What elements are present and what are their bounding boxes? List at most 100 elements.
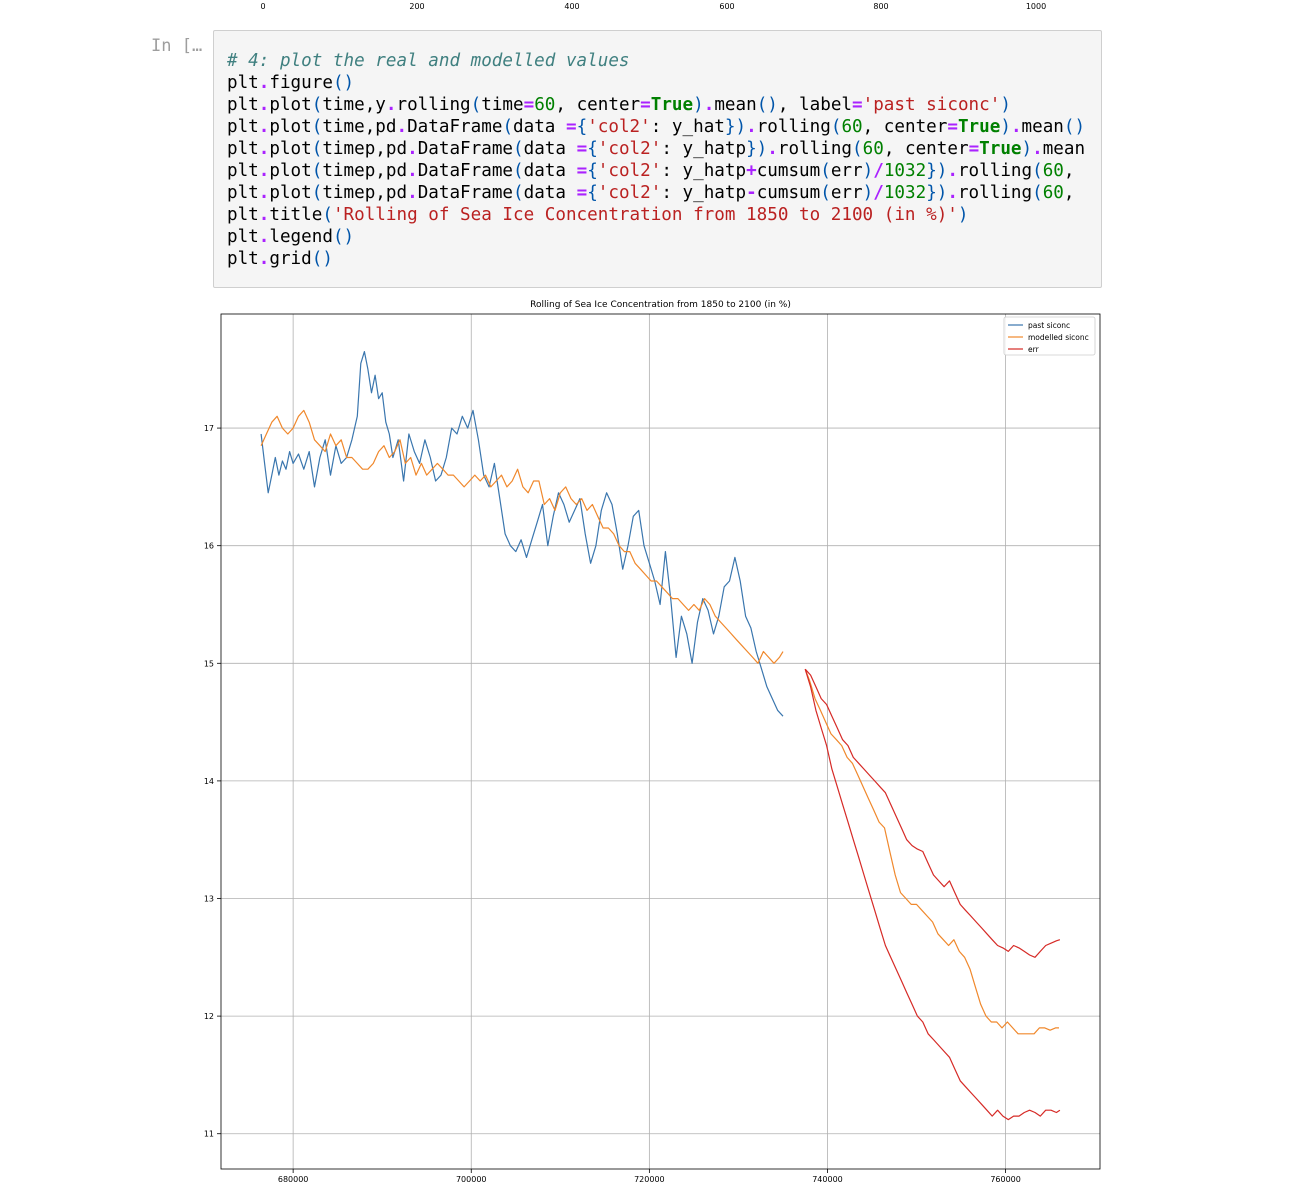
code-line: plt.title('Rolling of Sea Ice Concentrat… bbox=[227, 205, 968, 225]
code-cell-editor[interactable]: # 4: plot the real and modelled values p… bbox=[213, 30, 1102, 288]
code-token: ) bbox=[957, 205, 969, 225]
code-token: 'col2' bbox=[597, 183, 662, 203]
code-token: = bbox=[576, 161, 588, 181]
code-line: plt.plot(time,pd.DataFrame(data ={'col2'… bbox=[227, 117, 1085, 137]
code-token: plot bbox=[269, 117, 312, 137]
y-tick-label: 16 bbox=[204, 542, 214, 551]
code-token: plot bbox=[269, 95, 312, 115]
code-token: ( bbox=[502, 117, 514, 137]
code-token: ( bbox=[311, 183, 323, 203]
code-token: 'col2' bbox=[597, 161, 662, 181]
code-token: }) bbox=[724, 117, 747, 137]
code-token: . bbox=[746, 117, 757, 137]
code-token: 'Rolling of Sea Ice Concentration from 1… bbox=[332, 205, 958, 225]
code-token: . bbox=[947, 183, 958, 203]
code-token: DataFrame bbox=[417, 183, 514, 203]
code-token: 1032 bbox=[883, 183, 927, 203]
code-token: - bbox=[746, 183, 757, 203]
code-token: . bbox=[703, 95, 715, 115]
code-token: ( bbox=[311, 95, 323, 115]
code-token: = bbox=[566, 117, 577, 137]
code-token: ) bbox=[862, 183, 874, 203]
code-token: = bbox=[576, 139, 588, 159]
code-token: , label bbox=[777, 95, 853, 115]
code-token: plt bbox=[227, 183, 259, 203]
code-token: }) bbox=[926, 161, 948, 181]
code-token: plt bbox=[227, 73, 259, 93]
code-token: () bbox=[332, 73, 355, 93]
code-line: plt.plot(timep,pd.DataFrame(data ={'col2… bbox=[227, 161, 1085, 181]
code-token: mean bbox=[714, 95, 757, 115]
code-token: # 4: plot the real and modelled values bbox=[227, 51, 630, 71]
code-token: = bbox=[576, 183, 588, 203]
code-token: timep,pd bbox=[322, 183, 408, 203]
code-token: mean bbox=[1021, 117, 1064, 137]
code-token: 60 bbox=[841, 117, 863, 137]
code-token: () bbox=[311, 249, 333, 269]
code-token: . bbox=[258, 95, 270, 115]
code-token: True bbox=[979, 139, 1022, 159]
code-token: ( bbox=[513, 139, 524, 159]
code-token: { bbox=[576, 117, 588, 137]
code-token: time bbox=[481, 95, 524, 115]
code-token: time,pd bbox=[322, 117, 397, 137]
code-token: , center bbox=[555, 95, 641, 115]
cell-prompt: In [… bbox=[151, 36, 203, 56]
code-line: plt.plot(timep,pd.DataFrame(data ={'col2… bbox=[227, 183, 1085, 203]
series-line-2 bbox=[260, 409, 784, 664]
code-token: plt bbox=[227, 249, 259, 269]
code-token: 1032 bbox=[883, 161, 927, 181]
code-token: + bbox=[746, 161, 757, 181]
code-token: . bbox=[407, 139, 418, 159]
code-token: ) bbox=[1021, 139, 1033, 159]
plot-area bbox=[221, 314, 1100, 1169]
code-token: . bbox=[258, 139, 270, 159]
top-axis-tick-label: 1000 bbox=[1025, 2, 1047, 11]
code-token: rolling bbox=[756, 117, 831, 137]
code-token: / bbox=[873, 161, 884, 181]
code-token: , bbox=[1063, 161, 1086, 181]
y-tick-label: 11 bbox=[204, 1130, 214, 1139]
code-token: mean bbox=[1042, 139, 1086, 159]
code-token: 'past siconc' bbox=[862, 95, 1001, 115]
code-token: , bbox=[1063, 183, 1086, 203]
code-token: }) bbox=[746, 139, 768, 159]
code-token: = bbox=[852, 95, 863, 115]
code-token: rolling bbox=[396, 95, 471, 115]
code-token: cumsum bbox=[756, 183, 821, 203]
top-axis-tick-label: 200 bbox=[409, 2, 425, 11]
x-tick-label: 700000 bbox=[456, 1175, 487, 1184]
code-token: rolling bbox=[957, 161, 1033, 181]
y-tick-label: 15 bbox=[204, 659, 214, 668]
code-token: plt bbox=[227, 139, 259, 159]
code-token: figure bbox=[269, 73, 333, 93]
plot-frame bbox=[220, 313, 1101, 1170]
code-token: : y_hatp bbox=[661, 183, 747, 203]
code-token: ( bbox=[513, 183, 524, 203]
code-token: . bbox=[258, 73, 270, 93]
code-token: ( bbox=[820, 183, 831, 203]
code-token: 'col2' bbox=[597, 139, 662, 159]
code-line: plt.plot(time,y.rolling(time=60, center=… bbox=[227, 95, 1011, 115]
code-token: timep,pd bbox=[322, 139, 408, 159]
code-token: : y_hatp bbox=[661, 161, 747, 181]
code-token: plt bbox=[227, 161, 259, 181]
code-token: True bbox=[957, 117, 1001, 137]
code-token: DataFrame bbox=[417, 161, 514, 181]
code-token: () bbox=[756, 95, 778, 115]
series-line-1 bbox=[260, 351, 784, 717]
code-token: ( bbox=[852, 139, 863, 159]
code-token: 60 bbox=[1042, 161, 1064, 181]
code-token: DataFrame bbox=[407, 117, 503, 137]
code-token: . bbox=[1010, 117, 1022, 137]
code-line: plt.plot(timep,pd.DataFrame(data ={'col2… bbox=[227, 139, 1085, 159]
code-token: }) bbox=[926, 183, 948, 203]
y-tick-label: 13 bbox=[204, 895, 214, 904]
code-token: data bbox=[523, 161, 577, 181]
code-token: 60 bbox=[534, 95, 556, 115]
code-token: . bbox=[258, 249, 270, 269]
code-token: ( bbox=[311, 161, 323, 181]
code-token: ) bbox=[1000, 95, 1011, 115]
code-text[interactable]: # 4: plot the real and modelled values p… bbox=[227, 50, 1085, 270]
